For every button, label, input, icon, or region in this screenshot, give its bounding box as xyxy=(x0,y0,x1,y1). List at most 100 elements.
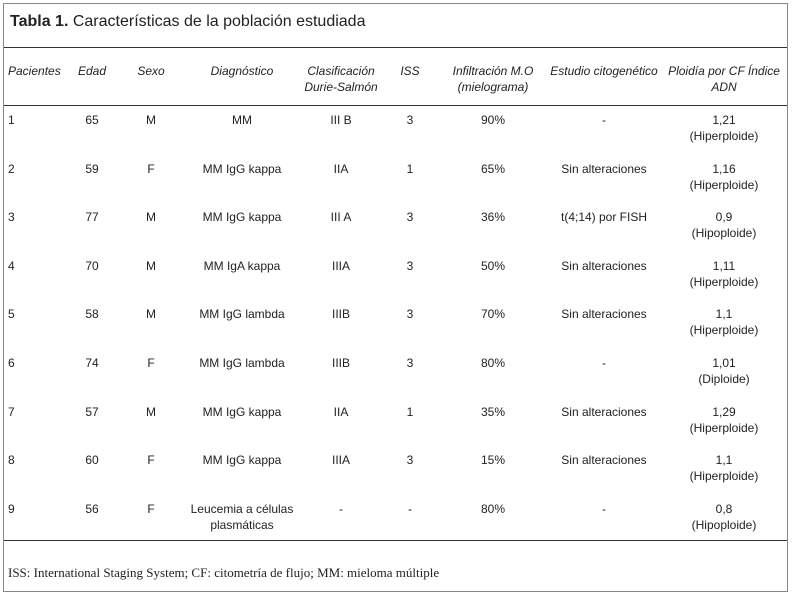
table-cell: 5 xyxy=(8,307,15,322)
header-cell: Edad xyxy=(77,64,107,78)
table-cell: (Hiperploide) xyxy=(689,420,759,435)
table-cell: 9 xyxy=(8,501,15,516)
table-cell: IIIB xyxy=(331,307,350,322)
table-cell: (Diploide) xyxy=(698,372,750,386)
table-cell: MM IgG kappa xyxy=(202,453,282,468)
table-cell: 1 xyxy=(406,161,414,176)
table-cell: 65 xyxy=(85,113,99,127)
table-cell: Leucemia a células xyxy=(190,501,294,516)
table-cell: (Hiperploide) xyxy=(689,129,759,143)
table-cell: 1 xyxy=(406,404,414,419)
table-cell: 1,16 xyxy=(712,161,736,176)
table-cell: 3 xyxy=(406,258,414,273)
header-cell: ISS xyxy=(400,64,420,78)
table-cell: 60 xyxy=(85,453,99,468)
table-cell: 77 xyxy=(85,210,99,225)
table-cell: M xyxy=(146,404,156,419)
table-cell: MM IgA kappa xyxy=(203,258,281,273)
table-cell: III A xyxy=(330,210,352,225)
table-cell: - xyxy=(602,501,606,516)
table-cell: IIIB xyxy=(331,356,350,370)
table-cell: MM IgG kappa xyxy=(202,404,282,419)
table-cell: 0,9 xyxy=(715,210,733,225)
table-cell: 7 xyxy=(8,404,15,419)
table-cell: (Hiperploide) xyxy=(689,323,759,338)
table-cell: Sin alteraciones xyxy=(561,404,647,419)
table-cell: Sin alteraciones xyxy=(561,161,647,176)
table-cell: M xyxy=(146,307,156,322)
table-cell: 3 xyxy=(406,210,414,225)
header-cell: Durie-Salmón xyxy=(304,80,378,94)
table-cell: 3 xyxy=(406,453,414,468)
table-cell: 80% xyxy=(480,356,506,370)
table-cell: 35% xyxy=(480,404,506,419)
table-cell: 1,1 xyxy=(715,453,733,468)
table-cell: MM IgG kappa xyxy=(202,210,282,225)
table-cell: Sin alteraciones xyxy=(561,453,647,468)
table-cell: 4 xyxy=(8,258,15,273)
table-cell: MM IgG lambda xyxy=(199,307,285,322)
table-cell: 1,11 xyxy=(712,258,736,273)
table-cell: F xyxy=(147,501,155,516)
table-cell: 6 xyxy=(8,356,15,370)
table-cell: 65% xyxy=(480,161,506,176)
table-cell: 1,21 xyxy=(712,113,736,127)
table-cell: - xyxy=(339,501,343,516)
table-cell: 36% xyxy=(480,210,506,225)
header-cell: Clasificación xyxy=(307,64,375,78)
table-cell: 90% xyxy=(480,113,506,127)
table-cell: 70 xyxy=(85,258,99,273)
header-cell: Estudio citogenético xyxy=(550,64,658,78)
table-cell: - xyxy=(408,501,412,516)
table-cell: 3 xyxy=(406,356,414,370)
table-cell: F xyxy=(147,356,155,370)
table-cell: (Hiperploide) xyxy=(689,274,759,289)
table-cell: 70% xyxy=(480,307,506,322)
table-cell: Sin alteraciones xyxy=(561,258,647,273)
rule xyxy=(4,540,787,541)
table-cell: 1,1 xyxy=(715,307,733,322)
table-cell: 3 xyxy=(406,113,414,127)
table-cell: 50% xyxy=(480,258,506,273)
table-cell: t(4;14) por FISH xyxy=(560,210,648,225)
header-cell: Infiltración M.O xyxy=(452,64,534,78)
table-cell: 57 xyxy=(85,404,99,419)
header-cell: ADN xyxy=(711,80,737,94)
title-text: Características de la población estudiad… xyxy=(72,13,366,30)
table-cell: 1 xyxy=(8,113,15,127)
table-cell: IIIA xyxy=(331,258,350,273)
title-label: Tabla 1. xyxy=(10,13,69,30)
table-cell: MM xyxy=(232,113,252,127)
table-cell: (Hiperploide) xyxy=(689,177,759,192)
table-cell: 3 xyxy=(8,210,15,225)
header-cell: Sexo xyxy=(137,64,165,78)
table-cell: 58 xyxy=(85,307,99,322)
table-cell: M xyxy=(146,258,156,273)
header-cell: Diagnóstico xyxy=(210,64,274,78)
table-cell: MM IgG kappa xyxy=(202,161,282,176)
table-cell: F xyxy=(147,161,155,176)
header-cell: Ploidía por CF Índice xyxy=(668,64,780,78)
title: Tabla 1. Características de la población… xyxy=(10,13,365,31)
table-cell: M xyxy=(146,113,156,127)
table-cell: 0,8 xyxy=(715,501,733,516)
header-cell: Pacientes xyxy=(8,64,61,78)
rule xyxy=(4,47,787,48)
table-cell: 3 xyxy=(406,307,414,322)
table-cell: MM IgG lambda xyxy=(199,356,285,370)
table-cell: 1,29 xyxy=(712,404,736,419)
table-cell: IIA xyxy=(333,161,349,176)
table-cell: plasmáticas xyxy=(210,517,274,532)
table-cell: (Hipoploide) xyxy=(691,226,757,241)
table-cell: III B xyxy=(330,113,352,127)
table-cell: 59 xyxy=(85,161,99,176)
table-cell: - xyxy=(602,356,606,370)
footnote: ISS: International Staging System; CF: c… xyxy=(8,565,440,580)
table-cell: F xyxy=(147,453,155,468)
table-cell: 15% xyxy=(480,453,506,468)
table-cell: IIA xyxy=(333,404,349,419)
table-cell: - xyxy=(602,113,606,127)
table-cell: 1,01 xyxy=(712,356,736,370)
table-cell: 8 xyxy=(8,453,15,468)
